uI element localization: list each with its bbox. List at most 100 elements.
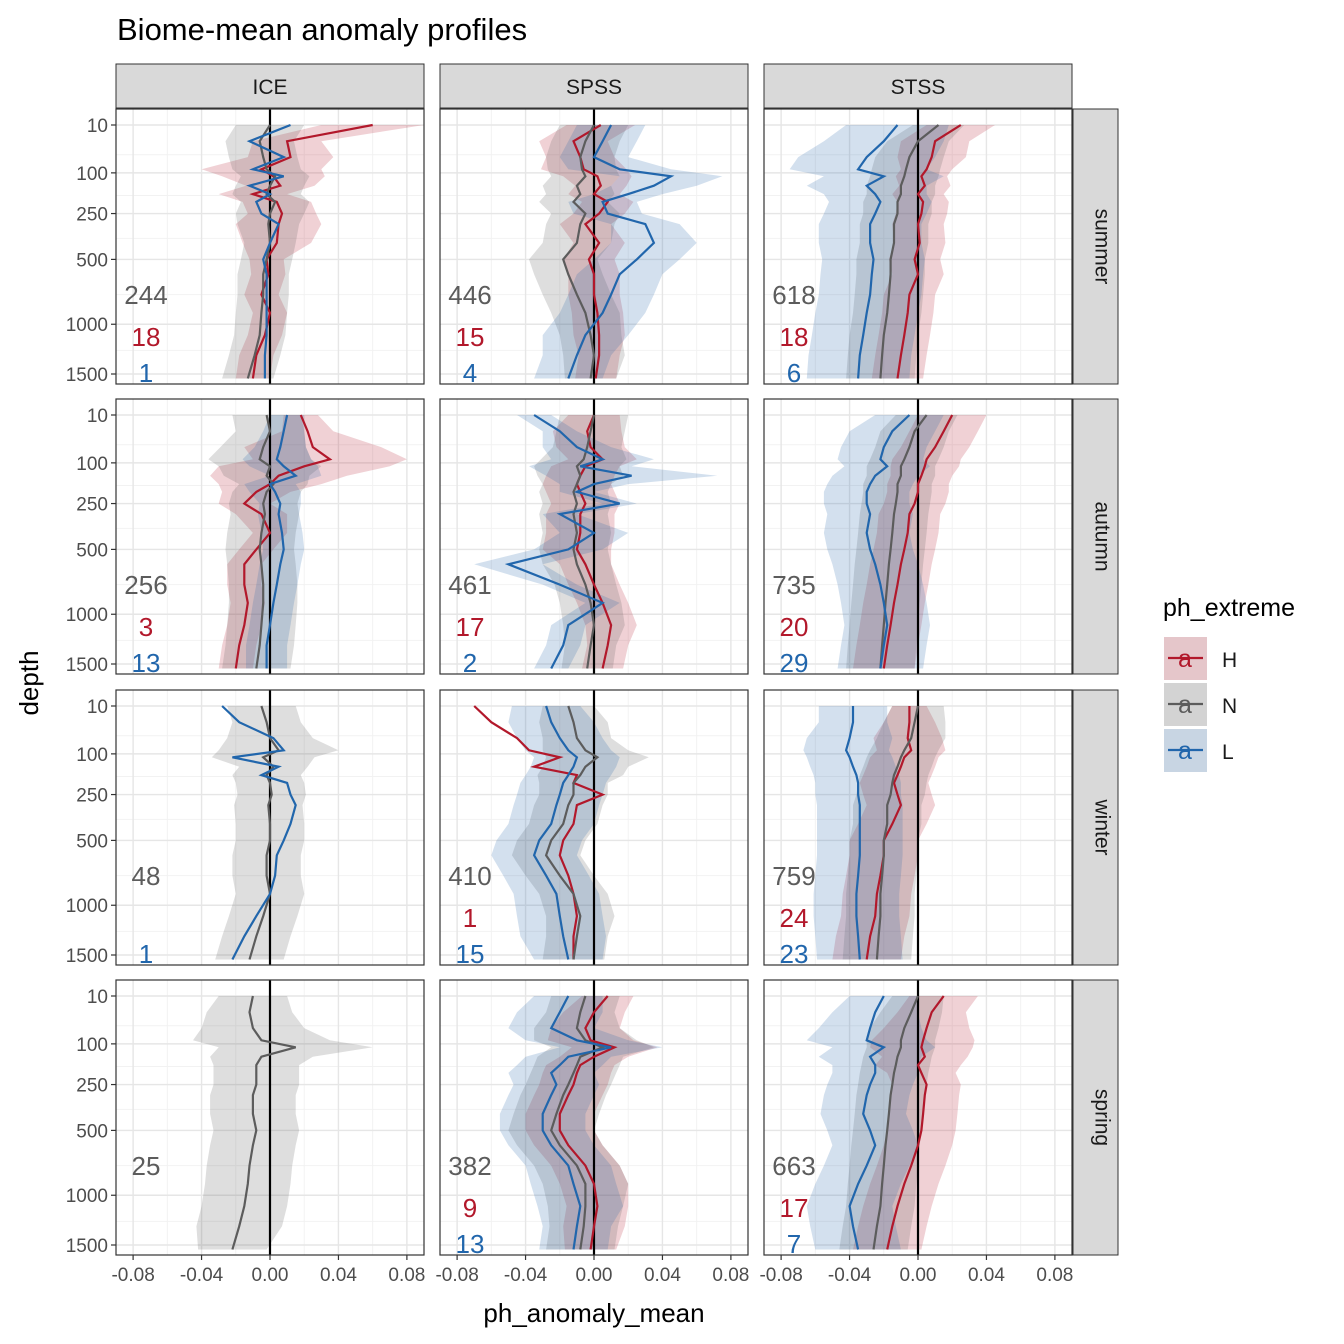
series-line-H <box>572 124 610 379</box>
count-label-N: 759 <box>772 861 815 891</box>
y-tick-label: 250 <box>76 205 108 226</box>
ribbon-L <box>534 125 723 379</box>
count-label-N: 382 <box>448 1151 491 1181</box>
count-label-N: 618 <box>772 280 815 310</box>
count-label-H: 18 <box>780 322 809 352</box>
count-label-N: 410 <box>448 861 491 891</box>
count-label-L: 2 <box>463 648 477 678</box>
y-tick-label: 250 <box>76 1076 108 1097</box>
y-tick-label: 10 <box>87 697 108 718</box>
x-tick-label: 0.00 <box>576 1265 613 1286</box>
y-tick-label: 500 <box>76 540 108 561</box>
y-tick-label: 10 <box>87 116 108 137</box>
x-tick-label: -0.08 <box>435 1265 478 1286</box>
y-tick-label: 1500 <box>66 365 108 386</box>
count-label-H: 9 <box>463 1193 477 1223</box>
x-tick-label: 0.08 <box>1036 1265 1073 1286</box>
ribbon-N <box>846 125 965 379</box>
y-tick-label: 100 <box>76 1035 108 1056</box>
y-tick-label: 1000 <box>66 1186 108 1207</box>
panel-autumn-ICE: 256 3 13 10 100 250 500 1000 1500 <box>66 398 425 678</box>
ribbon-H <box>525 996 658 1250</box>
series-line-N <box>255 414 275 669</box>
panel-summer-ICE: 244 18 1 10 100 250 500 1000 1500 <box>66 108 425 388</box>
series-line-L <box>246 123 291 379</box>
column-strip <box>763 63 1073 109</box>
series-line-L <box>532 705 579 960</box>
series-line-L <box>265 414 299 669</box>
column-strip <box>115 63 425 109</box>
panel-border <box>115 398 425 675</box>
row-strip-label: spring <box>1091 1089 1114 1146</box>
series-line-L <box>848 995 887 1250</box>
y-axis-title: depth <box>14 650 44 715</box>
row-strip-label: winter <box>1091 798 1114 855</box>
ribbon-N <box>211 706 339 960</box>
count-label-H: 17 <box>456 612 485 642</box>
x-tick-label: -0.08 <box>111 1265 154 1286</box>
ribbon-L <box>789 125 949 379</box>
ribbon-H <box>542 415 637 669</box>
series-line-N <box>550 995 606 1250</box>
x-tick-label: -0.04 <box>828 1265 872 1286</box>
series-line-L <box>844 706 861 960</box>
count-label-L: 15 <box>456 939 485 969</box>
panel-border <box>763 689 1073 966</box>
series-line-N <box>544 705 600 960</box>
series-line-N <box>231 995 296 1250</box>
x-axis-title: ph_anomaly_mean <box>483 1298 704 1328</box>
panel-summer-SPSS: 446 15 4 <box>439 108 749 388</box>
ribbon-N <box>208 415 322 669</box>
series-line-L <box>541 995 612 1250</box>
count-label-H: 18 <box>132 322 161 352</box>
series-line-H <box>234 414 333 669</box>
y-tick-label: 100 <box>76 164 108 185</box>
column-strip-label: ICE <box>252 76 287 99</box>
y-tick-label: 1500 <box>66 1236 108 1257</box>
legend-label-H: H <box>1222 649 1237 672</box>
panel-winter-STSS: 759 24 23 <box>763 689 1073 969</box>
count-label-H: 15 <box>456 322 485 352</box>
count-label-N: 461 <box>448 570 491 600</box>
x-tick-label: 0.00 <box>252 1265 289 1286</box>
series-line-L <box>865 414 911 669</box>
panel-winter-SPSS: 410 1 15 <box>439 689 749 969</box>
y-tick-label: 10 <box>87 987 108 1008</box>
series-line-N <box>872 995 920 1250</box>
row-strip <box>1072 979 1119 1256</box>
panel-border <box>439 398 749 675</box>
ribbon-N <box>508 996 654 1250</box>
series-line-H <box>865 706 913 960</box>
count-label-L: 7 <box>787 1229 801 1259</box>
ribbon-N <box>529 125 629 379</box>
panel-winter-ICE: 48 1 10 100 250 500 1000 1500 <box>66 689 425 969</box>
y-tick-label: 500 <box>76 1121 108 1142</box>
ribbon-H <box>871 125 995 379</box>
panel-spring-ICE: 25 10 100 250 500 1000 1500-0.08 -0.04 0.00 0.04 0… <box>66 979 425 1286</box>
ribbon-H <box>853 996 978 1250</box>
count-label-N: 256 <box>124 570 167 600</box>
ribbon-H <box>210 415 407 669</box>
row-strip-label: summer <box>1091 209 1114 285</box>
series-line-H <box>886 995 945 1250</box>
y-tick-label: 100 <box>76 745 108 766</box>
y-tick-label: 250 <box>76 786 108 807</box>
legend-title: ph_extreme <box>1163 594 1295 622</box>
ribbon-H <box>539 125 636 379</box>
series-line-L <box>221 705 297 961</box>
legend-key-glyph: a <box>1178 737 1192 765</box>
series-line-H <box>558 995 618 1250</box>
count-label-N: 25 <box>132 1151 161 1181</box>
panel-spring-STSS: 663 17 7 -0.08 -0.04 0.00 0.04 0.08 <box>759 979 1073 1286</box>
ribbon-L <box>474 415 718 669</box>
legend: ph_extreme a Ha Na L <box>1163 594 1295 772</box>
count-label-H: 17 <box>780 1193 809 1223</box>
count-label-H: 1 <box>463 903 477 933</box>
count-label-L: 6 <box>787 358 801 388</box>
count-label-L: 13 <box>456 1229 485 1259</box>
x-tick-label: -0.04 <box>504 1265 548 1286</box>
x-tick-label: -0.04 <box>180 1265 224 1286</box>
series-line-L <box>856 124 899 379</box>
series-line-N <box>561 124 596 379</box>
